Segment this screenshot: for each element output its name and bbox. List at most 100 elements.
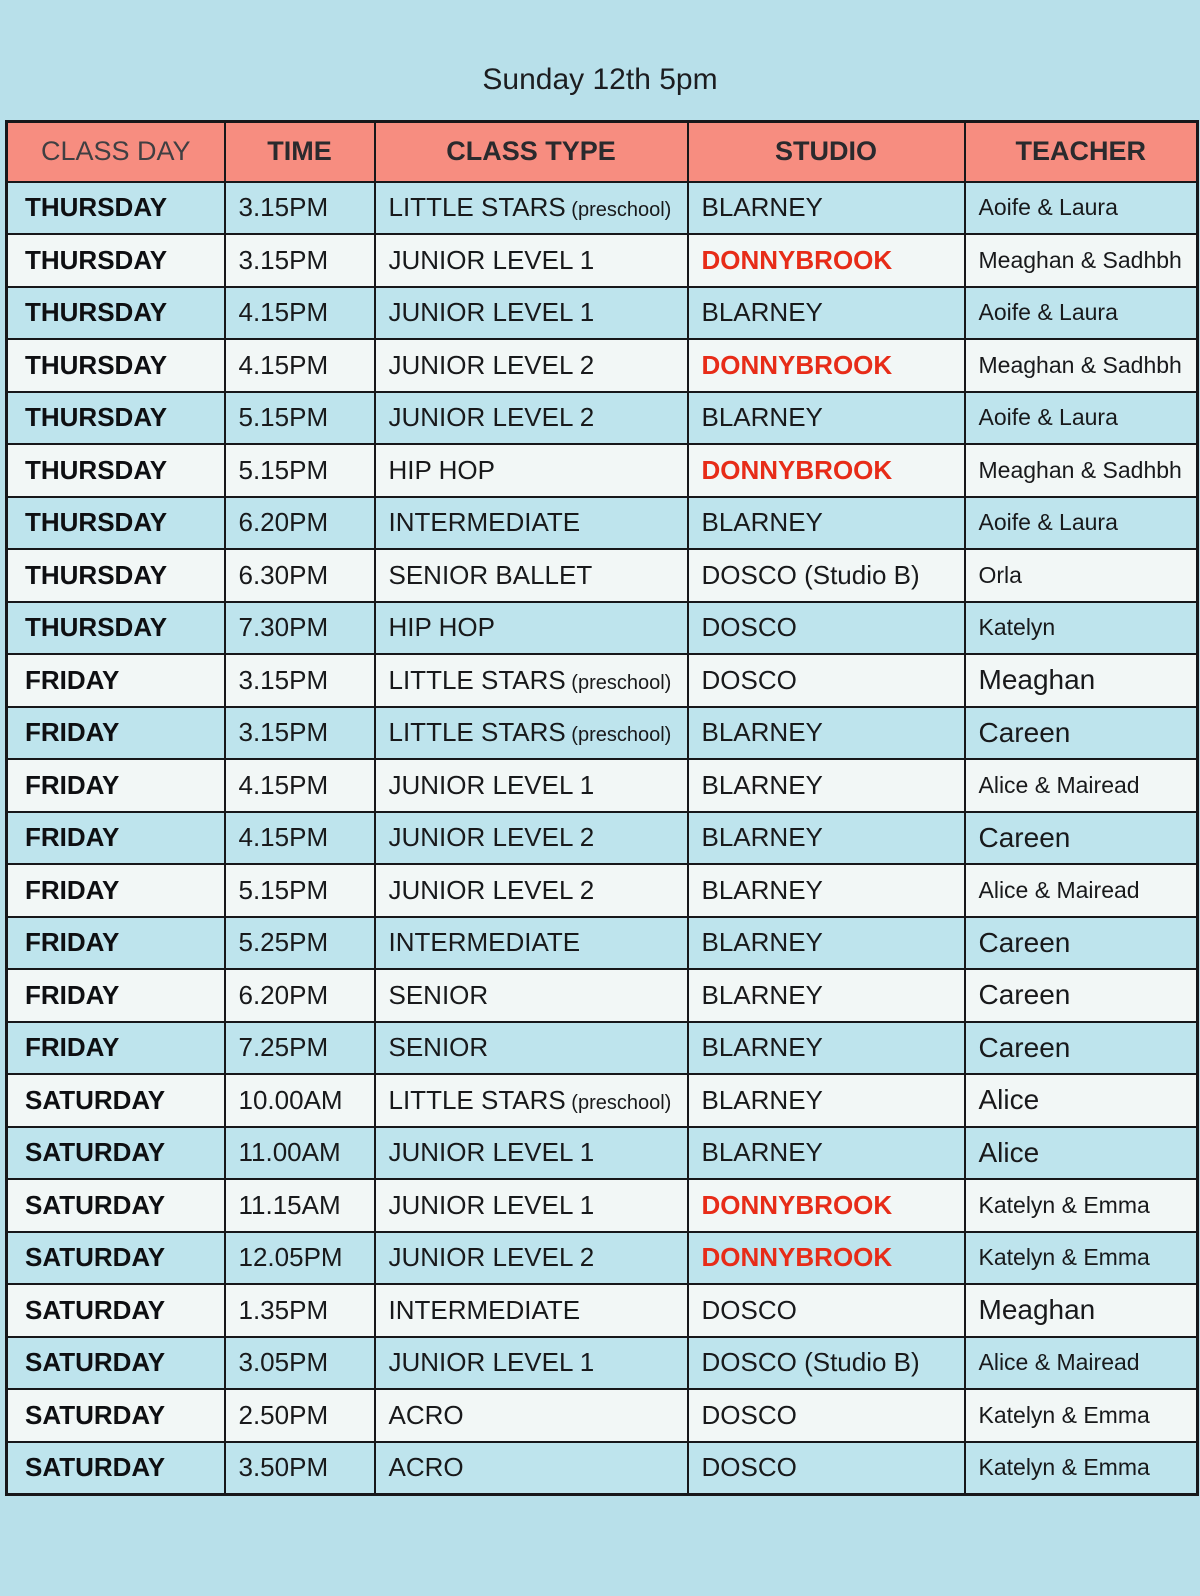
studio-cell: BLARNEY <box>686 758 966 813</box>
table-row: THURSDAY 7.30PM HIP HOP DOSCO Katelyn <box>5 600 1199 655</box>
studio-cell: DONNYBROOK <box>686 338 966 393</box>
class-day-cell: FRIDAY <box>5 653 226 708</box>
time-cell: 3.50PM <box>223 1440 376 1495</box>
class-type-cell: INTERMEDIATE <box>373 495 689 550</box>
time-cell: 3.15PM <box>223 233 376 288</box>
class-day-cell: SATURDAY <box>5 1440 226 1495</box>
table-row: THURSDAY 6.30PM SENIOR BALLET DOSCO (Studio… <box>5 548 1199 603</box>
teacher-cell: Alice & Mairead <box>963 758 1199 813</box>
time-cell: 3.15PM <box>223 653 376 708</box>
time-cell: 6.30PM <box>223 548 376 603</box>
teacher-cell: Meaghan <box>963 1283 1199 1338</box>
time-cell: 11.00AM <box>223 1125 376 1180</box>
class-day-cell: FRIDAY <box>5 915 226 970</box>
studio-cell: BLARNEY <box>686 915 966 970</box>
class-day-cell: SATURDAY <box>5 1283 226 1338</box>
class-type-cell: ACRO <box>373 1388 689 1443</box>
class-day-cell: THURSDAY <box>5 285 226 340</box>
class-day-cell: SATURDAY <box>5 1178 226 1233</box>
class-day-cell: THURSDAY <box>5 495 226 550</box>
teacher-cell: Aoife & Laura <box>963 180 1199 235</box>
teacher-cell: Katelyn & Emma <box>963 1388 1199 1443</box>
studio-cell: BLARNEY <box>686 1020 966 1075</box>
teacher-cell: Careen <box>963 810 1199 865</box>
table-row: SATURDAY 1.35PM INTERMEDIATE DOSCO Meaghan <box>5 1283 1199 1338</box>
teacher-cell: Alice & Mairead <box>963 863 1199 918</box>
studio-cell: BLARNEY <box>686 180 966 235</box>
table-row: FRIDAY 3.15PM LITTLE STARS (preschool) DOSC… <box>5 653 1199 708</box>
class-day-cell: SATURDAY <box>5 1125 226 1180</box>
teacher-cell: Meaghan & Sadhbh <box>963 338 1199 393</box>
time-cell: 4.15PM <box>223 758 376 813</box>
class-day-cell: THURSDAY <box>5 600 226 655</box>
class-day-cell: SATURDAY <box>5 1073 226 1128</box>
table-row: THURSDAY 4.15PM JUNIOR LEVEL 2 DONNYBROOK Me… <box>5 338 1199 393</box>
class-type-cell: JUNIOR LEVEL 2 <box>373 338 689 393</box>
class-type-cell: SENIOR BALLET <box>373 548 689 603</box>
class-type-cell: JUNIOR LEVEL 1 <box>373 1335 689 1390</box>
table-row: FRIDAY 5.25PM INTERMEDIATE BLARNEY Careen <box>5 915 1199 970</box>
studio-cell: DONNYBROOK <box>686 1230 966 1285</box>
class-day-cell: THURSDAY <box>5 443 226 498</box>
time-cell: 4.15PM <box>223 810 376 865</box>
column-header-studio: STUDIO <box>686 120 966 183</box>
time-cell: 7.25PM <box>223 1020 376 1075</box>
teacher-cell: Aoife & Laura <box>963 285 1199 340</box>
teacher-cell: Meaghan <box>963 653 1199 708</box>
studio-cell: DOSCO (Studio B) <box>686 548 966 603</box>
teacher-cell: Orla <box>963 548 1199 603</box>
studio-cell: BLARNEY <box>686 1073 966 1128</box>
studio-cell: BLARNEY <box>686 390 966 445</box>
class-day-cell: THURSDAY <box>5 233 226 288</box>
time-cell: 1.35PM <box>223 1283 376 1338</box>
time-cell: 5.15PM <box>223 390 376 445</box>
class-day-cell: SATURDAY <box>5 1335 226 1390</box>
class-type-cell: JUNIOR LEVEL 1 <box>373 1125 689 1180</box>
column-header-time: TIME <box>223 120 376 183</box>
class-day-cell: FRIDAY <box>5 810 226 865</box>
time-cell: 5.15PM <box>223 443 376 498</box>
class-day-cell: FRIDAY <box>5 863 226 918</box>
class-day-cell: FRIDAY <box>5 705 226 760</box>
studio-cell: DOSCO <box>686 1283 966 1338</box>
class-schedule-table: CLASS DAY TIME CLASS TYPE STUDIO TEACHER… <box>5 120 1199 1496</box>
class-type-note: (preschool) <box>565 199 672 222</box>
time-cell: 3.05PM <box>223 1335 376 1390</box>
teacher-cell: Aoife & Laura <box>963 495 1199 550</box>
class-day-cell: FRIDAY <box>5 1020 226 1075</box>
class-type-cell: JUNIOR LEVEL 1 <box>373 1178 689 1233</box>
teacher-cell: Meaghan & Sadhbh <box>963 443 1199 498</box>
time-cell: 12.05PM <box>223 1230 376 1285</box>
column-header-teacher: TEACHER <box>963 120 1199 183</box>
class-day-cell: SATURDAY <box>5 1230 226 1285</box>
studio-cell: BLARNEY <box>686 705 966 760</box>
class-type-cell: HIP HOP <box>373 443 689 498</box>
time-cell: 3.15PM <box>223 705 376 760</box>
table-row: SATURDAY 12.05PM JUNIOR LEVEL 2 DONNYBROOK K… <box>5 1230 1199 1285</box>
table-row: FRIDAY 3.15PM LITTLE STARS (preschool) BLAR… <box>5 705 1199 760</box>
class-type-cell: JUNIOR LEVEL 1 <box>373 758 689 813</box>
class-type-cell: JUNIOR LEVEL 2 <box>373 390 689 445</box>
class-type-cell: HIP HOP <box>373 600 689 655</box>
class-type-cell: INTERMEDIATE <box>373 915 689 970</box>
teacher-cell: Katelyn & Emma <box>963 1178 1199 1233</box>
class-day-cell: FRIDAY <box>5 968 226 1023</box>
time-cell: 3.15PM <box>223 180 376 235</box>
class-type-cell: SENIOR <box>373 1020 689 1075</box>
table-row: FRIDAY 5.15PM JUNIOR LEVEL 2 BLARNEY Alice &… <box>5 863 1199 918</box>
studio-cell: DOSCO (Studio B) <box>686 1335 966 1390</box>
class-day-cell: THURSDAY <box>5 180 226 235</box>
class-type-note: (preschool) <box>565 671 672 694</box>
table-row: FRIDAY 7.25PM SENIOR BLARNEY Careen <box>5 1020 1199 1075</box>
page-title: Sunday 12th 5pm <box>482 63 718 96</box>
table-row: SATURDAY 10.00AM LITTLE STARS (preschool) B… <box>5 1073 1199 1128</box>
studio-cell: DOSCO <box>686 600 966 655</box>
studio-cell: DOSCO <box>686 1388 966 1443</box>
studio-cell: BLARNEY <box>686 810 966 865</box>
time-cell: 4.15PM <box>223 285 376 340</box>
teacher-cell: Alice <box>963 1125 1199 1180</box>
studio-cell: DONNYBROOK <box>686 443 966 498</box>
class-day-cell: THURSDAY <box>5 390 226 445</box>
column-header-class-type: CLASS TYPE <box>373 120 689 183</box>
class-day-cell: FRIDAY <box>5 758 226 813</box>
